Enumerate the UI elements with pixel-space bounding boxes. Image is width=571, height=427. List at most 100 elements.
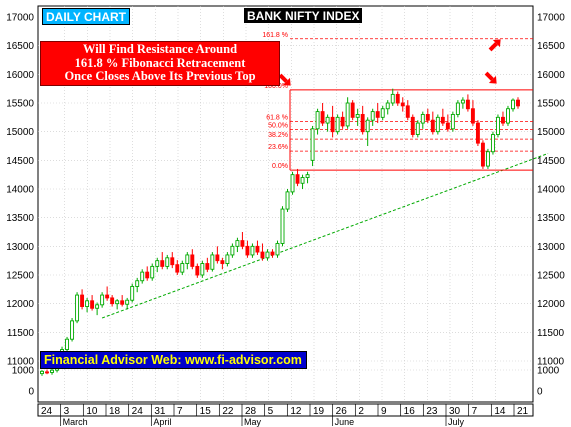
- candle-body-19: [135, 280, 140, 287]
- candle-body-11: [95, 304, 100, 309]
- y-tick-right-14000: 14000: [537, 185, 565, 196]
- arrow-down-left-icon-shaft: [278, 73, 288, 83]
- candle-body-52: [300, 177, 305, 184]
- x-day-label-11: 12: [290, 406, 302, 417]
- candle-body-44: [260, 251, 265, 259]
- candle-body-54: [310, 128, 315, 161]
- x-day-label-5: 31: [154, 406, 166, 417]
- y-tick-left-12500: 12500: [6, 271, 34, 282]
- candle-body-77: [425, 114, 430, 121]
- fib-label-500: 50.0%: [268, 122, 288, 129]
- x-day-label-3: 18: [109, 406, 121, 417]
- candle-body-40: [240, 240, 245, 247]
- y-tick-left-11000: 11000: [7, 357, 35, 368]
- candle-body-12: [100, 294, 105, 306]
- support-trendline: [101, 152, 549, 319]
- candle-body-73: [405, 105, 410, 118]
- candle-body-30: [190, 254, 195, 267]
- fib-label-1618: 161.8 %: [262, 32, 288, 39]
- candle-body-22: [150, 265, 155, 279]
- candle-body-83: [455, 102, 460, 115]
- y-tick-left-13000: 13000: [6, 242, 34, 253]
- candle-body-29: [185, 254, 190, 264]
- fib-label-00: 0.0%: [272, 163, 288, 170]
- note-line-1: Will Find Resistance Around: [82, 42, 238, 56]
- y-tick-left-11500: 11500: [7, 328, 35, 339]
- candle-body-8: [80, 294, 85, 307]
- candle-body-33: [205, 263, 210, 270]
- candle-body-75: [415, 122, 420, 135]
- y-tick-right-16500: 16500: [537, 41, 565, 52]
- x-day-label-10: 5: [268, 406, 274, 417]
- candle-body-76: [420, 114, 425, 124]
- y-tick-right-15500: 15500: [537, 99, 565, 110]
- y-tick-left-14000: 14000: [6, 185, 34, 196]
- month-label-may: May: [244, 417, 262, 427]
- index-title: BANK NIFTY INDEX: [244, 8, 363, 23]
- y-tick-right-16000: 16000: [537, 70, 565, 81]
- arrow-up-right-icon-head: [492, 39, 501, 48]
- fib-label-1000: 100.0%: [264, 83, 288, 90]
- x-day-label-17: 23: [426, 406, 438, 417]
- y-tick-right-17000: 17000: [537, 13, 565, 24]
- y-tick-left-15500: 15500: [6, 99, 34, 110]
- candle-body-15: [115, 300, 120, 305]
- candle-body-27: [175, 264, 180, 273]
- candle-body-81: [445, 122, 450, 130]
- candle-body-45: [265, 251, 270, 259]
- candle-body-51: [295, 174, 300, 184]
- candle-body-39: [235, 240, 240, 247]
- y-tick-left-0: 0: [28, 387, 34, 398]
- candle-body-87: [475, 122, 480, 144]
- y-tick-right-14500: 14500: [537, 156, 565, 167]
- candle-body-74: [410, 116, 415, 135]
- arrow-up-right-icon-shape: [488, 39, 501, 52]
- x-day-label-2: 10: [86, 406, 98, 417]
- candle-body-9: [85, 300, 90, 307]
- candle-body-59: [335, 116, 340, 133]
- y-tick-left-13500: 13500: [6, 213, 34, 224]
- note-line-2: 161.8 % Fibonacci Retracement: [74, 55, 246, 70]
- candle-body-16: [120, 300, 125, 305]
- month-label-march: March: [63, 417, 88, 427]
- candle-body-7: [75, 294, 80, 322]
- x-day-label-6: 7: [177, 406, 183, 417]
- candle-body-58: [330, 116, 335, 133]
- y-tick-right-11000: 11000: [537, 357, 565, 368]
- candle-body-89: [485, 151, 490, 167]
- candle-body-13: [105, 294, 110, 299]
- timeframe-label: DAILY CHART: [42, 8, 131, 25]
- y-tick-left-1000: 1000: [12, 366, 35, 377]
- month-label-june: June: [335, 417, 355, 427]
- y-tick-right-0: 0: [537, 387, 543, 398]
- y-tick-left-17000: 17000: [6, 13, 34, 24]
- y-tick-left-14500: 14500: [6, 156, 34, 167]
- candle-body-46: [270, 251, 275, 256]
- candle-body-61: [345, 102, 350, 127]
- candle-body-32: [200, 263, 205, 276]
- arrow-down-right-icon: [484, 71, 497, 84]
- candle-body-67: [375, 111, 380, 118]
- candle-body-55: [315, 111, 320, 130]
- candle-body-90: [490, 134, 495, 153]
- candle-body-95: [516, 99, 520, 107]
- x-day-label-21: 21: [517, 406, 529, 417]
- note-line-3: Once Closes Above Its Previous Top: [64, 69, 256, 83]
- candle-body-65: [365, 119, 370, 133]
- x-day-label-18: 30: [449, 406, 461, 417]
- candle-body-10: [90, 300, 95, 309]
- y-tick-left-16500: 16500: [6, 41, 34, 52]
- candle-body-5: [65, 338, 70, 350]
- y-tick-right-13000: 13000: [537, 242, 565, 253]
- y-tick-left-16000: 16000: [6, 70, 34, 81]
- candle-body-43: [255, 245, 260, 253]
- x-day-label-12: 19: [313, 406, 325, 417]
- arrow-down-left-icon: [278, 73, 291, 86]
- arrow-down-left-icon-shape: [278, 73, 291, 86]
- y-tick-right-12500: 12500: [537, 271, 565, 282]
- x-day-label-7: 15: [200, 406, 212, 417]
- candle-body-26: [170, 257, 175, 266]
- candle-body-17: [125, 299, 130, 305]
- candle-body-88: [480, 142, 485, 167]
- candle-body-1: [45, 371, 49, 374]
